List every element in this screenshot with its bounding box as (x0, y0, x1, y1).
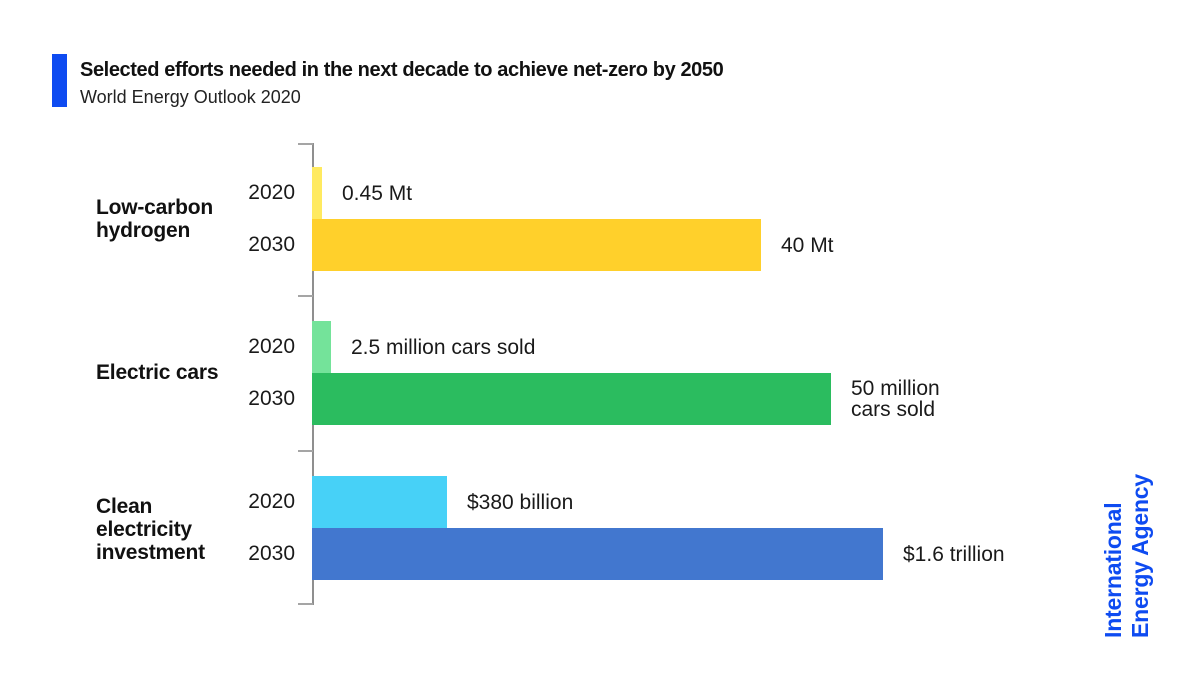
axis-tick (298, 603, 313, 605)
category-label-electric-cars: Electric cars (96, 361, 219, 384)
axis-tick (298, 450, 313, 452)
bar-hydrogen-2030 (312, 219, 761, 271)
title-accent-bar (52, 54, 67, 107)
iea-wordmark: International Energy Agency (1100, 452, 1156, 638)
bar-row-hydrogen-2020: 2020 0.45 Mt (200, 167, 412, 219)
chart-title: Selected efforts needed in the next deca… (80, 59, 724, 81)
category-label-low-carbon-hydrogen: Low-carbon hydrogen (96, 196, 213, 242)
value-label: 40 Mt (781, 233, 834, 257)
year-label: 2030 (248, 387, 295, 410)
year-label: 2020 (248, 181, 295, 204)
value-label: 0.45 Mt (342, 181, 413, 205)
value-label: $1.6 trillion (903, 542, 1005, 566)
year-label: 2030 (248, 542, 295, 565)
year-label: 2020 (248, 335, 295, 358)
category-label-clean-electricity-investment: Clean electricity investment (96, 495, 205, 564)
iea-wordmark-text: International Energy Agency (1100, 474, 1153, 638)
bar-row-electric-cars-2030: 2030 50 million cars sold (200, 373, 940, 425)
value-label: $380 billion (467, 490, 574, 514)
bar-row-hydrogen-2030: 2030 40 Mt (200, 219, 834, 271)
bar-hydrogen-2020 (312, 167, 322, 219)
bar-electric-cars-2020 (312, 321, 331, 373)
value-label: 50 million cars sold (851, 377, 940, 421)
bar-electric-cars-2030 (312, 373, 831, 425)
bar-row-clean-electricity-2020: 2020 $380 billion (200, 476, 573, 528)
bar-row-clean-electricity-2030: 2030 $1.6 trillion (200, 528, 1005, 580)
bar-clean-electricity-2030 (312, 528, 883, 580)
year-label: 2020 (248, 490, 295, 513)
value-label: 2.5 million cars sold (351, 335, 536, 359)
axis-tick (298, 295, 313, 297)
year-label: 2030 (248, 233, 295, 256)
bar-clean-electricity-2020 (312, 476, 447, 528)
axis-tick (298, 143, 313, 145)
bar-row-electric-cars-2020: 2020 2.5 million cars sold (200, 321, 535, 373)
chart-subtitle: World Energy Outlook 2020 (80, 87, 301, 107)
